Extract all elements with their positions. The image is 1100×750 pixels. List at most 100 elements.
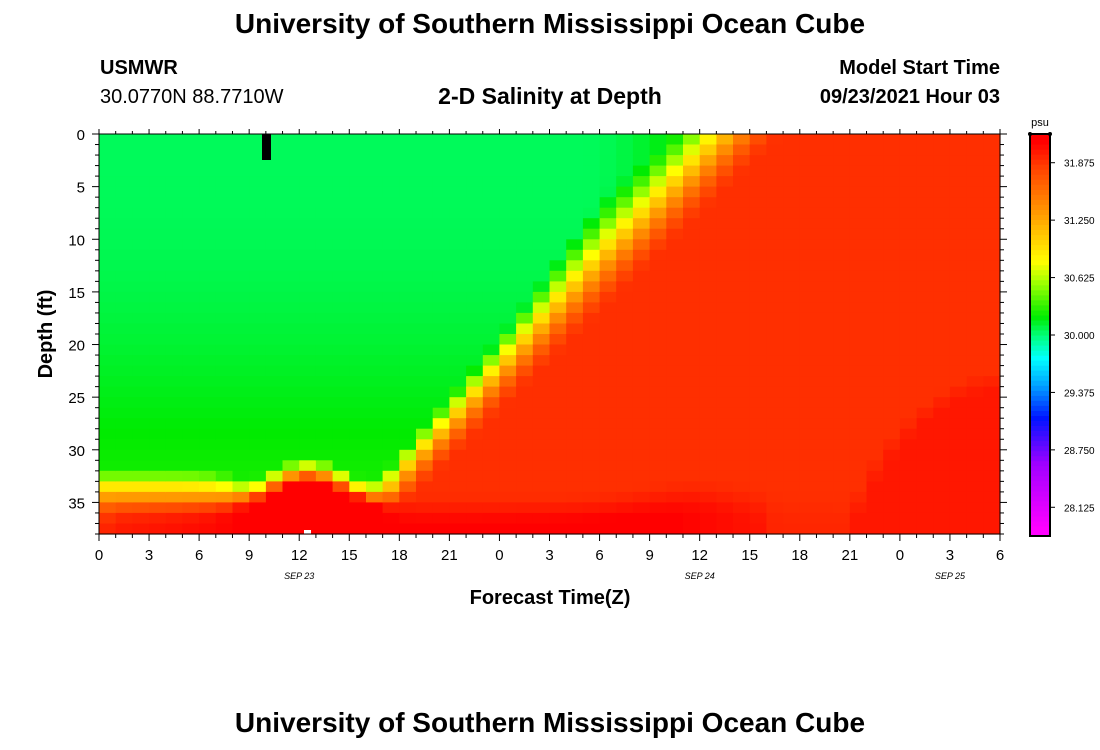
heatmap-cell xyxy=(849,523,868,535)
heatmap-cell xyxy=(432,144,450,156)
heatmap-cell xyxy=(199,239,217,251)
heatmap-cell xyxy=(716,344,734,356)
heatmap-cell xyxy=(566,155,584,167)
heatmap-cell xyxy=(799,365,818,377)
heatmap-cell xyxy=(432,218,450,230)
heatmap-cell xyxy=(299,260,317,272)
heatmap-cell xyxy=(949,291,968,303)
heatmap-cell xyxy=(349,291,367,303)
heatmap-cell xyxy=(616,407,634,419)
heatmap-cell xyxy=(733,523,751,535)
heatmap-cell xyxy=(766,439,784,451)
heatmap-cell xyxy=(616,418,634,430)
heatmap-cell xyxy=(132,155,150,167)
heatmap-cell xyxy=(516,491,534,503)
heatmap-cell xyxy=(265,281,284,293)
heatmap-cell xyxy=(149,186,167,198)
heatmap-cell xyxy=(532,376,551,388)
heatmap-cell xyxy=(916,249,934,261)
heatmap-cell xyxy=(933,376,951,388)
heatmap-cell xyxy=(99,165,117,177)
heatmap-cell xyxy=(349,418,367,430)
heatmap-cell xyxy=(265,323,284,335)
heatmap-cell xyxy=(666,228,684,240)
heatmap-cell xyxy=(416,502,434,514)
heatmap-cell xyxy=(399,334,417,346)
heatmap-cell xyxy=(199,460,217,472)
heatmap-cell xyxy=(632,165,651,177)
heatmap-cell xyxy=(532,481,551,493)
heatmap-cell xyxy=(132,365,150,377)
heatmap-cell xyxy=(549,512,567,524)
heatmap-cell xyxy=(899,376,918,388)
heatmap-cell xyxy=(616,197,634,209)
heatmap-cell xyxy=(933,439,951,451)
heatmap-cell xyxy=(265,312,284,324)
heatmap-cell xyxy=(549,197,567,209)
heatmap-cell xyxy=(566,470,584,482)
colorbar-segment xyxy=(1030,370,1050,376)
heatmap-cell xyxy=(132,470,150,482)
heatmap-cell xyxy=(516,407,534,419)
heatmap-cell xyxy=(949,376,968,388)
heatmap-cell xyxy=(783,207,801,219)
heatmap-cell xyxy=(516,165,534,177)
colorbar-segment xyxy=(1030,144,1050,150)
heatmap-cell xyxy=(949,270,968,282)
heatmap-cell xyxy=(733,291,751,303)
heatmap-cell xyxy=(466,207,484,219)
heatmap-cell xyxy=(816,302,834,314)
heatmap-cell xyxy=(733,439,751,451)
heatmap-cell xyxy=(449,355,467,367)
heatmap-cell xyxy=(933,302,951,314)
heatmap-cell xyxy=(282,228,300,240)
heatmap-cell xyxy=(99,344,117,356)
heatmap-cell xyxy=(499,365,517,377)
heatmap-cell xyxy=(499,260,517,272)
heatmap-cell xyxy=(566,134,584,146)
heatmap-cell xyxy=(733,365,751,377)
heatmap-cell xyxy=(933,365,951,377)
heatmap-cell xyxy=(632,155,651,167)
heatmap-cell xyxy=(783,165,801,177)
heatmap-cell xyxy=(749,270,767,282)
heatmap-cell xyxy=(549,418,567,430)
heatmap-cell xyxy=(399,207,417,219)
heatmap-cell xyxy=(182,418,200,430)
heatmap-cell xyxy=(482,165,501,177)
heatmap-cell xyxy=(349,397,367,409)
heatmap-cell xyxy=(766,344,784,356)
heatmap-cell xyxy=(899,418,918,430)
heatmap-cell xyxy=(866,281,884,293)
heatmap-cell xyxy=(666,439,684,451)
colorbar-segment xyxy=(1030,299,1050,306)
heatmap-cell xyxy=(666,355,684,367)
heatmap-cell xyxy=(749,144,767,156)
heatmap-cell xyxy=(582,302,601,314)
heatmap-cell xyxy=(299,355,317,367)
heatmap-cell xyxy=(649,281,667,293)
heatmap-cell xyxy=(432,186,450,198)
heatmap-cell xyxy=(632,144,651,156)
heatmap-cell xyxy=(616,281,634,293)
heatmap-cell xyxy=(249,207,267,219)
colorbar-segment xyxy=(1030,279,1050,286)
heatmap-cell xyxy=(466,397,484,409)
heatmap-cell xyxy=(466,512,484,524)
heatmap-cell xyxy=(399,365,417,377)
heatmap-cell xyxy=(482,428,501,440)
heatmap-cell xyxy=(666,512,684,524)
heatmap-cell xyxy=(332,197,350,209)
heatmap-cell xyxy=(149,260,167,272)
heatmap-cell xyxy=(699,239,717,251)
heatmap-cell xyxy=(399,291,417,303)
y-axis-label: Depth (ft) xyxy=(35,290,57,379)
heatmap-cell xyxy=(582,155,601,167)
heatmap-cell xyxy=(582,334,601,346)
heatmap-cell xyxy=(432,302,450,314)
heatmap-cell xyxy=(466,270,484,282)
heatmap-cell xyxy=(799,386,818,398)
heatmap-cell xyxy=(582,291,601,303)
heatmap-cell xyxy=(549,291,567,303)
heatmap-cell xyxy=(749,312,767,324)
